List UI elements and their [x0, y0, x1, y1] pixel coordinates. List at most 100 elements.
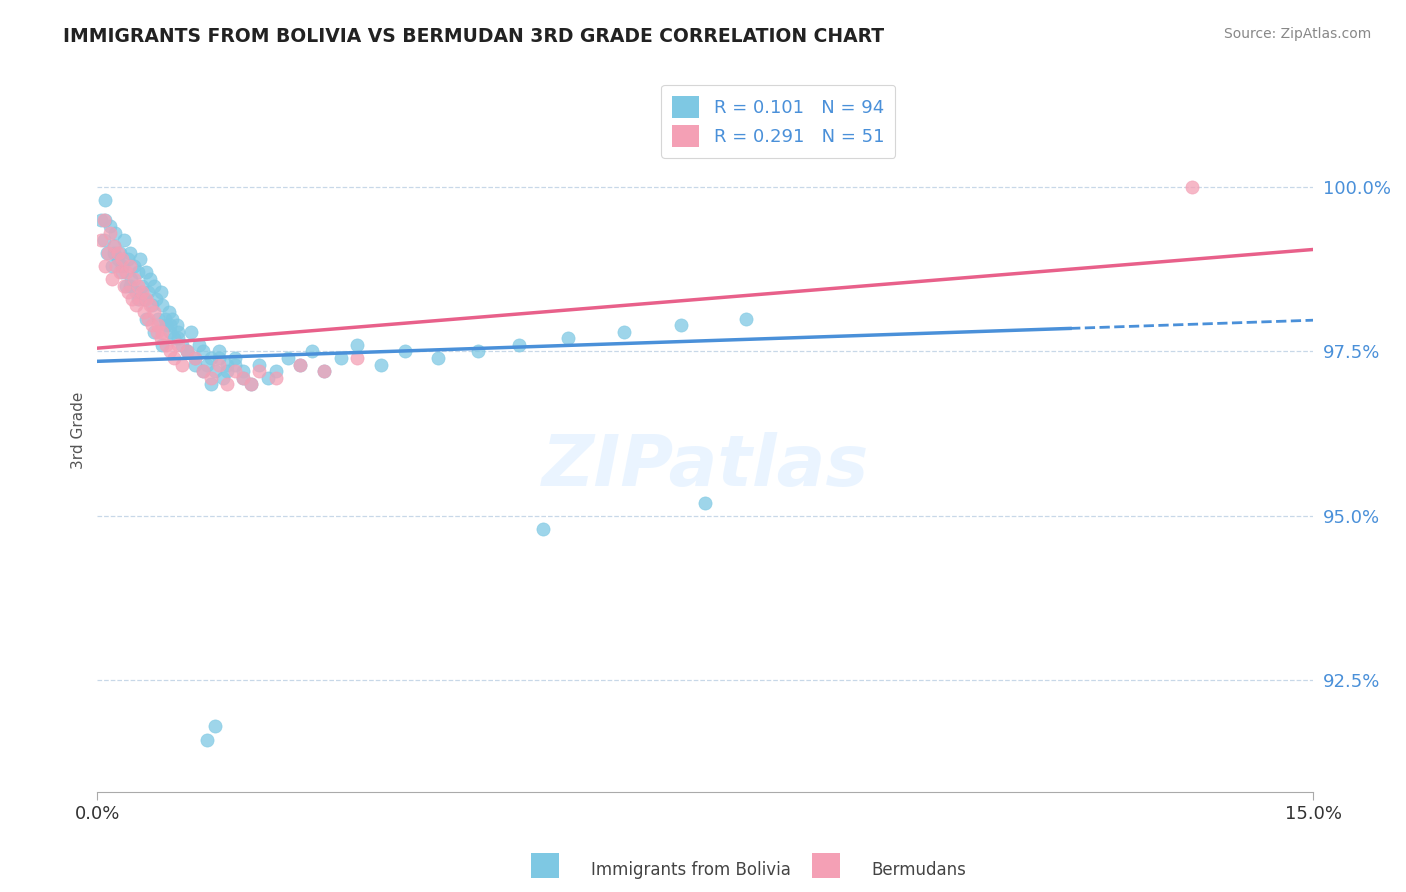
Point: [240, 377, 263, 392]
Point: [143, 325, 166, 339]
Point: [288, 358, 311, 372]
Point: [159, 344, 181, 359]
Point: [224, 351, 246, 365]
Point: [94, 259, 117, 273]
Point: [145, 325, 167, 339]
Point: [111, 265, 134, 279]
Point: [155, 318, 177, 332]
Point: [97, 245, 120, 260]
Point: [187, 338, 209, 352]
Point: [277, 351, 299, 365]
Point: [176, 344, 198, 359]
Point: [159, 318, 181, 332]
Point: [122, 259, 145, 273]
Point: [204, 364, 226, 378]
Point: [215, 377, 238, 392]
Point: [149, 331, 172, 345]
Point: [134, 292, 156, 306]
Point: [256, 371, 278, 385]
Point: [208, 344, 231, 359]
Text: Immigrants from Bolivia: Immigrants from Bolivia: [591, 861, 790, 879]
Point: [93, 233, 115, 247]
Text: IMMIGRANTS FROM BOLIVIA VS BERMUDAN 3RD GRADE CORRELATION CHART: IMMIGRANTS FROM BOLIVIA VS BERMUDAN 3RD …: [63, 27, 884, 45]
Point: [163, 351, 186, 365]
Point: [172, 358, 194, 372]
Point: [146, 311, 169, 326]
Point: [167, 338, 190, 352]
Point: [107, 252, 129, 267]
Point: [138, 311, 160, 326]
Point: [176, 344, 198, 359]
Point: [129, 252, 152, 267]
Bar: [813, 853, 841, 878]
Point: [90, 212, 112, 227]
Point: [172, 338, 194, 352]
Point: [249, 358, 271, 372]
Point: [167, 325, 190, 339]
Point: [204, 719, 226, 733]
Point: [232, 371, 254, 385]
Point: [125, 285, 148, 300]
Point: [155, 338, 177, 352]
Point: [129, 292, 152, 306]
Point: [149, 285, 172, 300]
Point: [200, 377, 222, 392]
Point: [288, 358, 311, 372]
Point: [96, 245, 118, 260]
Point: [531, 522, 554, 536]
Point: [94, 212, 117, 227]
Point: [90, 233, 112, 247]
Point: [107, 245, 129, 260]
Point: [183, 351, 205, 365]
Point: [215, 364, 238, 378]
Point: [98, 219, 121, 234]
Point: [183, 351, 205, 365]
Point: [122, 272, 145, 286]
Point: [103, 239, 125, 253]
Point: [249, 364, 271, 378]
Point: [200, 371, 222, 385]
Point: [167, 331, 190, 345]
Bar: [531, 853, 560, 878]
Point: [508, 338, 530, 352]
Point: [346, 351, 368, 365]
Point: [118, 259, 141, 273]
Point: [146, 318, 169, 332]
Point: [215, 358, 238, 372]
Point: [183, 358, 205, 372]
Point: [208, 351, 231, 365]
Point: [264, 371, 287, 385]
Point: [264, 364, 287, 378]
Text: Bermudans: Bermudans: [872, 861, 966, 879]
Point: [120, 272, 142, 286]
Point: [98, 226, 121, 240]
Point: [114, 278, 136, 293]
Point: [208, 358, 231, 372]
Point: [114, 265, 136, 279]
Point: [104, 226, 127, 240]
Point: [108, 265, 131, 279]
Point: [150, 325, 173, 339]
Point: [301, 344, 323, 359]
Point: [150, 338, 173, 352]
Point: [157, 305, 180, 319]
Point: [195, 358, 218, 372]
Point: [136, 285, 159, 300]
Point: [117, 252, 139, 267]
Point: [163, 331, 186, 345]
Point: [695, 496, 717, 510]
Point: [224, 364, 246, 378]
Point: [153, 311, 176, 326]
Point: [191, 364, 214, 378]
Point: [143, 305, 166, 319]
Point: [669, 318, 692, 332]
Point: [232, 364, 254, 378]
Point: [557, 331, 579, 345]
Point: [118, 245, 141, 260]
Point: [150, 298, 173, 312]
Point: [143, 278, 166, 293]
Point: [166, 318, 188, 332]
Point: [426, 351, 449, 365]
Point: [118, 278, 141, 293]
Point: [145, 292, 167, 306]
